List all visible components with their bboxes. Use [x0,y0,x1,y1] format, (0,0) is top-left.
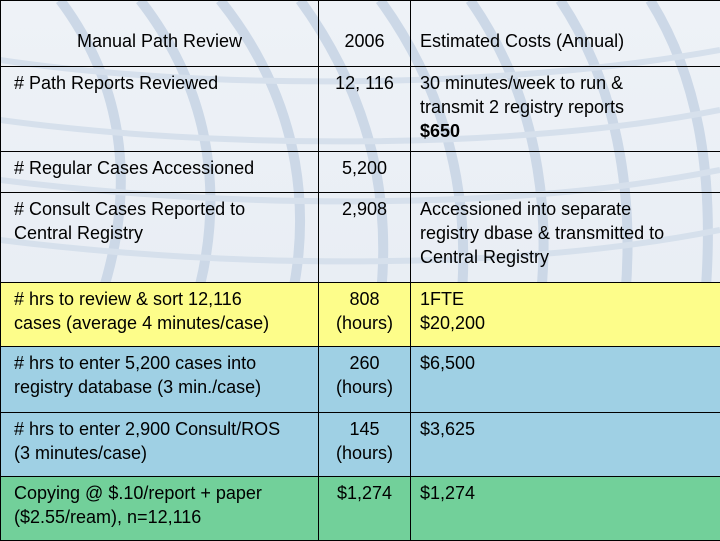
row-cost: 1FTE $20,200 [411,283,720,347]
label-line: # hrs to enter 2,900 Consult/ROS [14,417,312,441]
cost-line: registry dbase & transmitted to [420,221,716,245]
value-line: 260 [321,351,408,375]
row-label: # Path Reports Reviewed [1,67,319,152]
cost-line: 1FTE [420,287,716,311]
row-cost: $6,500 [411,347,720,413]
header-manual-path-review: Manual Path Review [1,1,319,67]
cost-line: $6,500 [420,351,716,375]
row-value: 12, 116 [319,67,411,152]
table-row: # hrs to review & sort 12,116 cases (ave… [1,283,720,347]
row-value: 145 (hours) [319,413,411,477]
row-cost [411,152,720,193]
row-label: Copying @ $.10/report + paper ($2.55/rea… [1,477,319,541]
cost-line: Accessioned into separate [420,197,716,221]
label-line: cases (average 4 minutes/case) [14,311,312,335]
table-row: Copying @ $.10/report + paper ($2.55/rea… [1,477,720,541]
header-estimated-costs: Estimated Costs (Annual) [411,1,720,67]
label-line: # Consult Cases Reported to [14,197,312,221]
row-cost: $1,274 [411,477,720,541]
cost-line: $1,274 [420,481,716,505]
cost-line: $3,625 [420,417,716,441]
row-value: 808 (hours) [319,283,411,347]
value-line: 145 [321,417,408,441]
table-row: # hrs to enter 2,900 Consult/ROS (3 minu… [1,413,720,477]
cost-line: $20,200 [420,311,716,335]
label-line: ($2.55/ream), n=12,116 [14,505,312,529]
table-row: # Regular Cases Accessioned 5,200 [1,152,720,193]
cost-line: Central Registry [420,245,716,269]
value-line: (hours) [321,441,408,465]
row-value: 260 (hours) [319,347,411,413]
row-label: # hrs to review & sort 12,116 cases (ave… [1,283,319,347]
row-cost: Accessioned into separate registry dbase… [411,193,720,283]
row-label: # Regular Cases Accessioned [1,152,319,193]
table-row: # Consult Cases Reported to Central Regi… [1,193,720,283]
row-value: 5,200 [319,152,411,193]
cost-line: $650 [420,119,716,143]
value-line: (hours) [321,375,408,399]
row-cost: 30 minutes/week to run & transmit 2 regi… [411,67,720,152]
cost-line: transmit 2 registry reports [420,95,716,119]
header-year: 2006 [319,1,411,67]
label-line: # hrs to enter 5,200 cases into [14,351,312,375]
value-line: (hours) [321,311,408,335]
label-line: (3 minutes/case) [14,441,312,465]
row-label: # Consult Cases Reported to Central Regi… [1,193,319,283]
row-label: # hrs to enter 2,900 Consult/ROS (3 minu… [1,413,319,477]
label-line: registry database (3 min./case) [14,375,312,399]
header-row: Manual Path Review 2006 Estimated Costs … [1,1,720,67]
label-line: Copying @ $.10/report + paper [14,481,312,505]
table-row: # Path Reports Reviewed 12, 116 30 minut… [1,67,720,152]
row-value: 2,908 [319,193,411,283]
row-label: # hrs to enter 5,200 cases into registry… [1,347,319,413]
table-row: # hrs to enter 5,200 cases into registry… [1,347,720,413]
cost-line: 30 minutes/week to run & [420,71,716,95]
label-line: Central Registry [14,221,312,245]
label-line: # hrs to review & sort 12,116 [14,287,312,311]
value-line: 808 [321,287,408,311]
row-cost: $3,625 [411,413,720,477]
row-value: $1,274 [319,477,411,541]
